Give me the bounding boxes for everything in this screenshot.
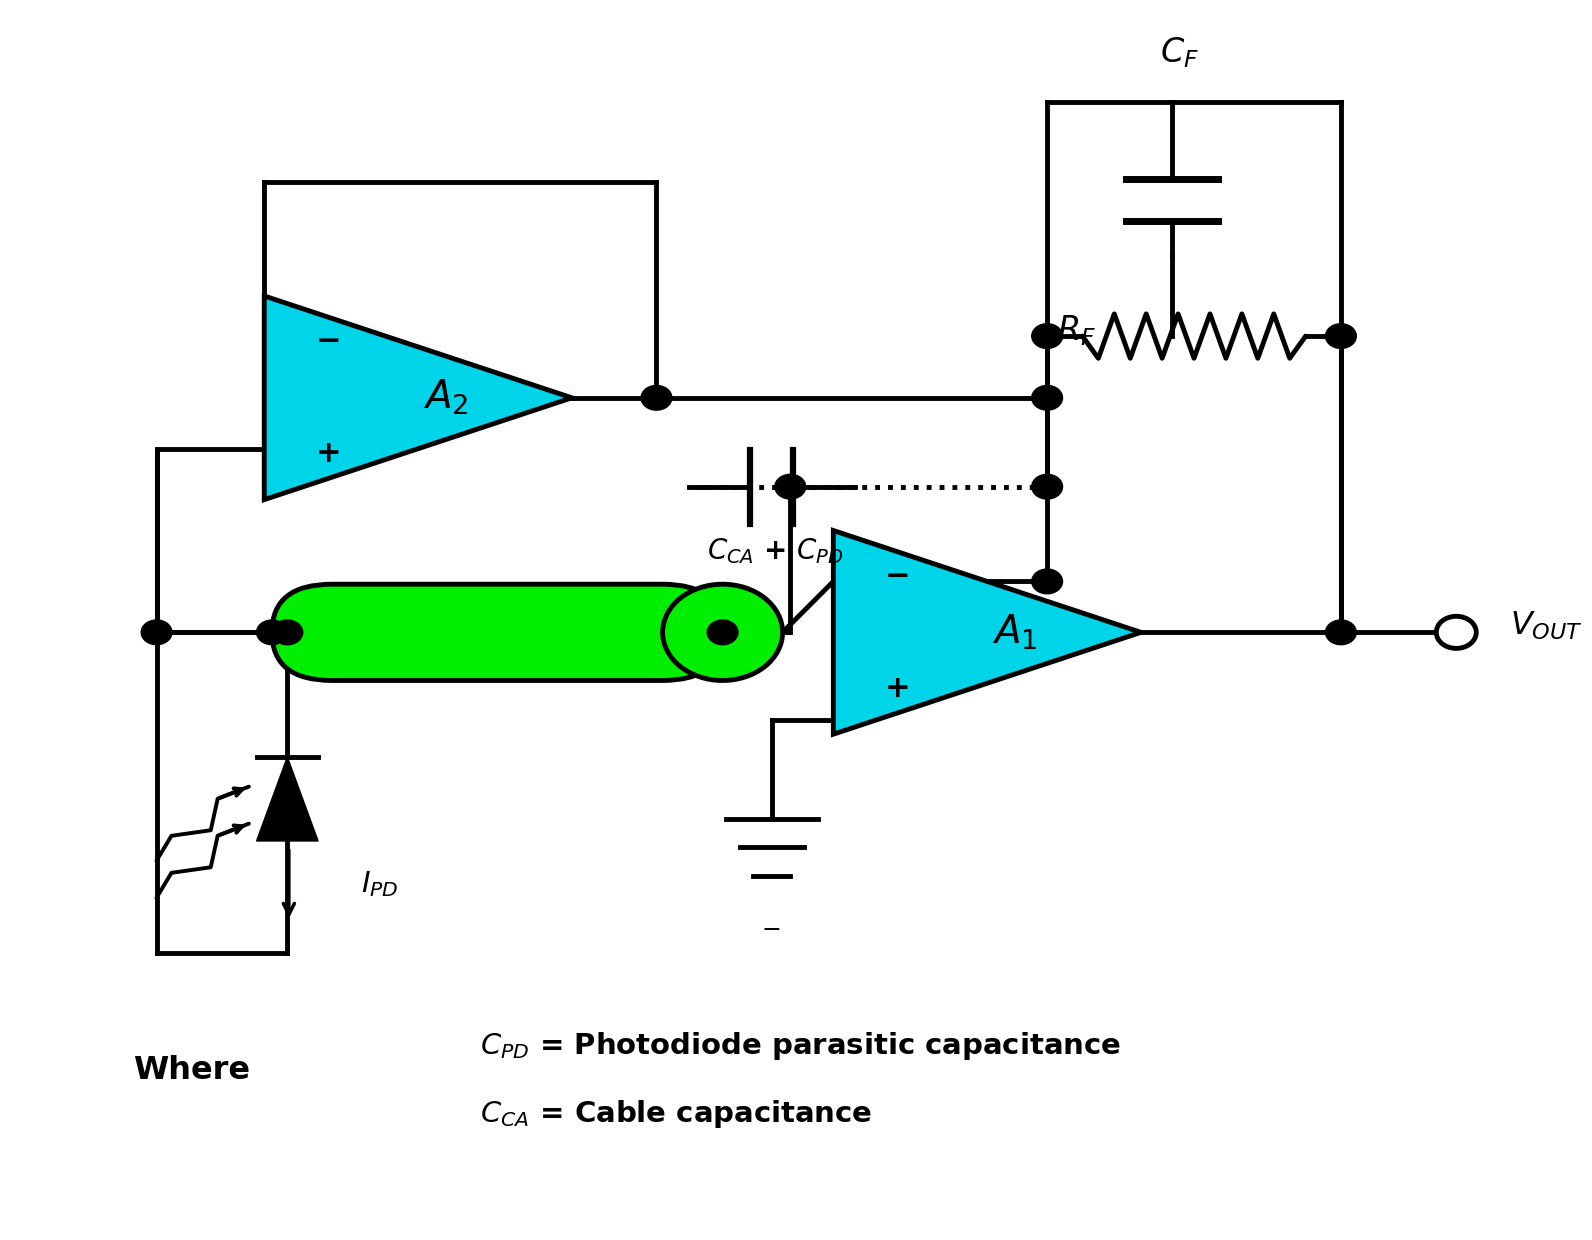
- Circle shape: [1032, 324, 1062, 348]
- Text: $C_F$: $C_F$: [1161, 35, 1199, 69]
- Text: Where: Where: [134, 1055, 250, 1086]
- Text: $C_{CA}$ = Cable capacitance: $C_{CA}$ = Cable capacitance: [479, 1097, 872, 1130]
- FancyBboxPatch shape: [272, 584, 723, 681]
- Circle shape: [1032, 386, 1062, 410]
- Text: $I_{PD}$: $I_{PD}$: [361, 869, 398, 899]
- Polygon shape: [264, 296, 572, 500]
- Text: $A_1$: $A_1$: [992, 613, 1038, 652]
- Text: $C_{CA}$ + $C_{PD}$: $C_{CA}$ + $C_{PD}$: [707, 536, 844, 565]
- Circle shape: [256, 620, 287, 645]
- Circle shape: [1032, 475, 1062, 498]
- Circle shape: [272, 620, 302, 645]
- Text: −: −: [763, 918, 782, 942]
- Text: −: −: [885, 562, 911, 591]
- Text: $R_F$: $R_F$: [1057, 314, 1095, 348]
- Circle shape: [642, 386, 672, 410]
- Text: $V_{OUT}$: $V_{OUT}$: [1511, 610, 1582, 642]
- Text: +: +: [317, 439, 342, 469]
- Text: $C_{PD}$ = Photodiode parasitic capacitance: $C_{PD}$ = Photodiode parasitic capacita…: [479, 1030, 1121, 1061]
- Text: +: +: [885, 673, 911, 703]
- Text: $A_2$: $A_2$: [423, 378, 468, 418]
- Circle shape: [142, 620, 172, 645]
- Circle shape: [1326, 620, 1356, 645]
- Text: −: −: [317, 327, 342, 356]
- Circle shape: [662, 584, 783, 681]
- Circle shape: [775, 475, 806, 498]
- Polygon shape: [833, 531, 1141, 734]
- Circle shape: [1326, 324, 1356, 348]
- Circle shape: [707, 620, 739, 645]
- Circle shape: [1032, 569, 1062, 594]
- Circle shape: [1436, 616, 1476, 649]
- Text: −: −: [705, 619, 728, 645]
- Polygon shape: [256, 758, 318, 841]
